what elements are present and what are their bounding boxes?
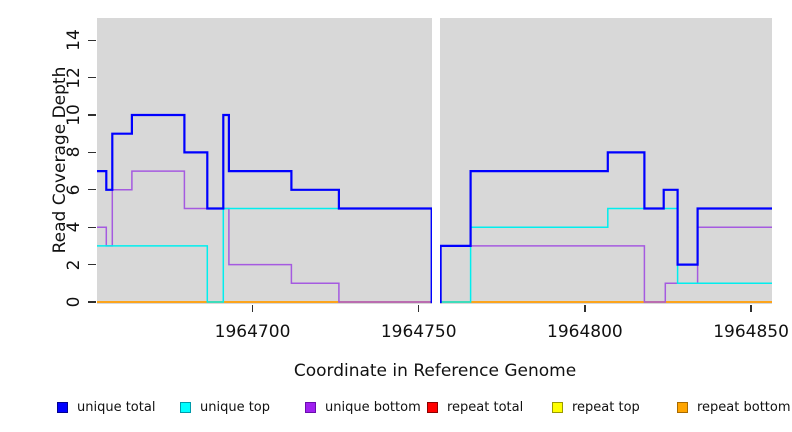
x-tick-label-1964750: 1964750 <box>380 322 457 342</box>
x-tick-1964700 <box>251 305 254 312</box>
x-axis-label: Coordinate in Reference Genome <box>293 361 577 381</box>
x-tick-1964850 <box>750 305 752 312</box>
legend-swatch-unique-top <box>180 402 191 413</box>
legend-swatch-repeat-bottom <box>677 402 688 413</box>
legend-swatch-unique-bottom <box>305 402 316 413</box>
x-tick-label-1964850: 1964850 <box>713 322 789 342</box>
legend-swatch-unique-total <box>57 402 68 413</box>
legend-label-repeat-total: repeat total <box>447 400 524 415</box>
legend-label-repeat-bottom: repeat bottom <box>697 400 791 415</box>
legend-swatch-repeat-total <box>427 402 438 413</box>
x-tick-label-1964700: 1964700 <box>214 322 291 342</box>
series-line-unique-top <box>97 207 772 303</box>
y-tick-14 <box>88 39 96 41</box>
legend-label-unique-top: unique top <box>200 400 271 415</box>
y-axis-label: Read Coverage Depth <box>50 66 70 254</box>
y-tick-8 <box>88 151 96 154</box>
series-line-unique-total <box>97 113 772 304</box>
legend-label-unique-bottom: unique bottom <box>325 400 421 415</box>
x-tick-label-1964800: 1964800 <box>547 322 623 342</box>
x-tick-1964750 <box>418 305 420 312</box>
y-tick-2 <box>88 263 96 266</box>
y-tick-4 <box>88 226 96 228</box>
series-line-unique-bottom <box>97 170 772 303</box>
y-tick-0 <box>88 301 96 303</box>
y-tick-12 <box>88 76 96 79</box>
legend-label-repeat-top: repeat top <box>572 400 640 415</box>
legend-label-unique-total: unique total <box>77 400 156 415</box>
y-tick-6 <box>88 189 96 191</box>
x-tick-1964800 <box>584 305 586 312</box>
no-data-gap-band <box>432 18 440 304</box>
legend-swatch-repeat-top <box>552 402 563 413</box>
y-tick-10 <box>88 114 96 116</box>
